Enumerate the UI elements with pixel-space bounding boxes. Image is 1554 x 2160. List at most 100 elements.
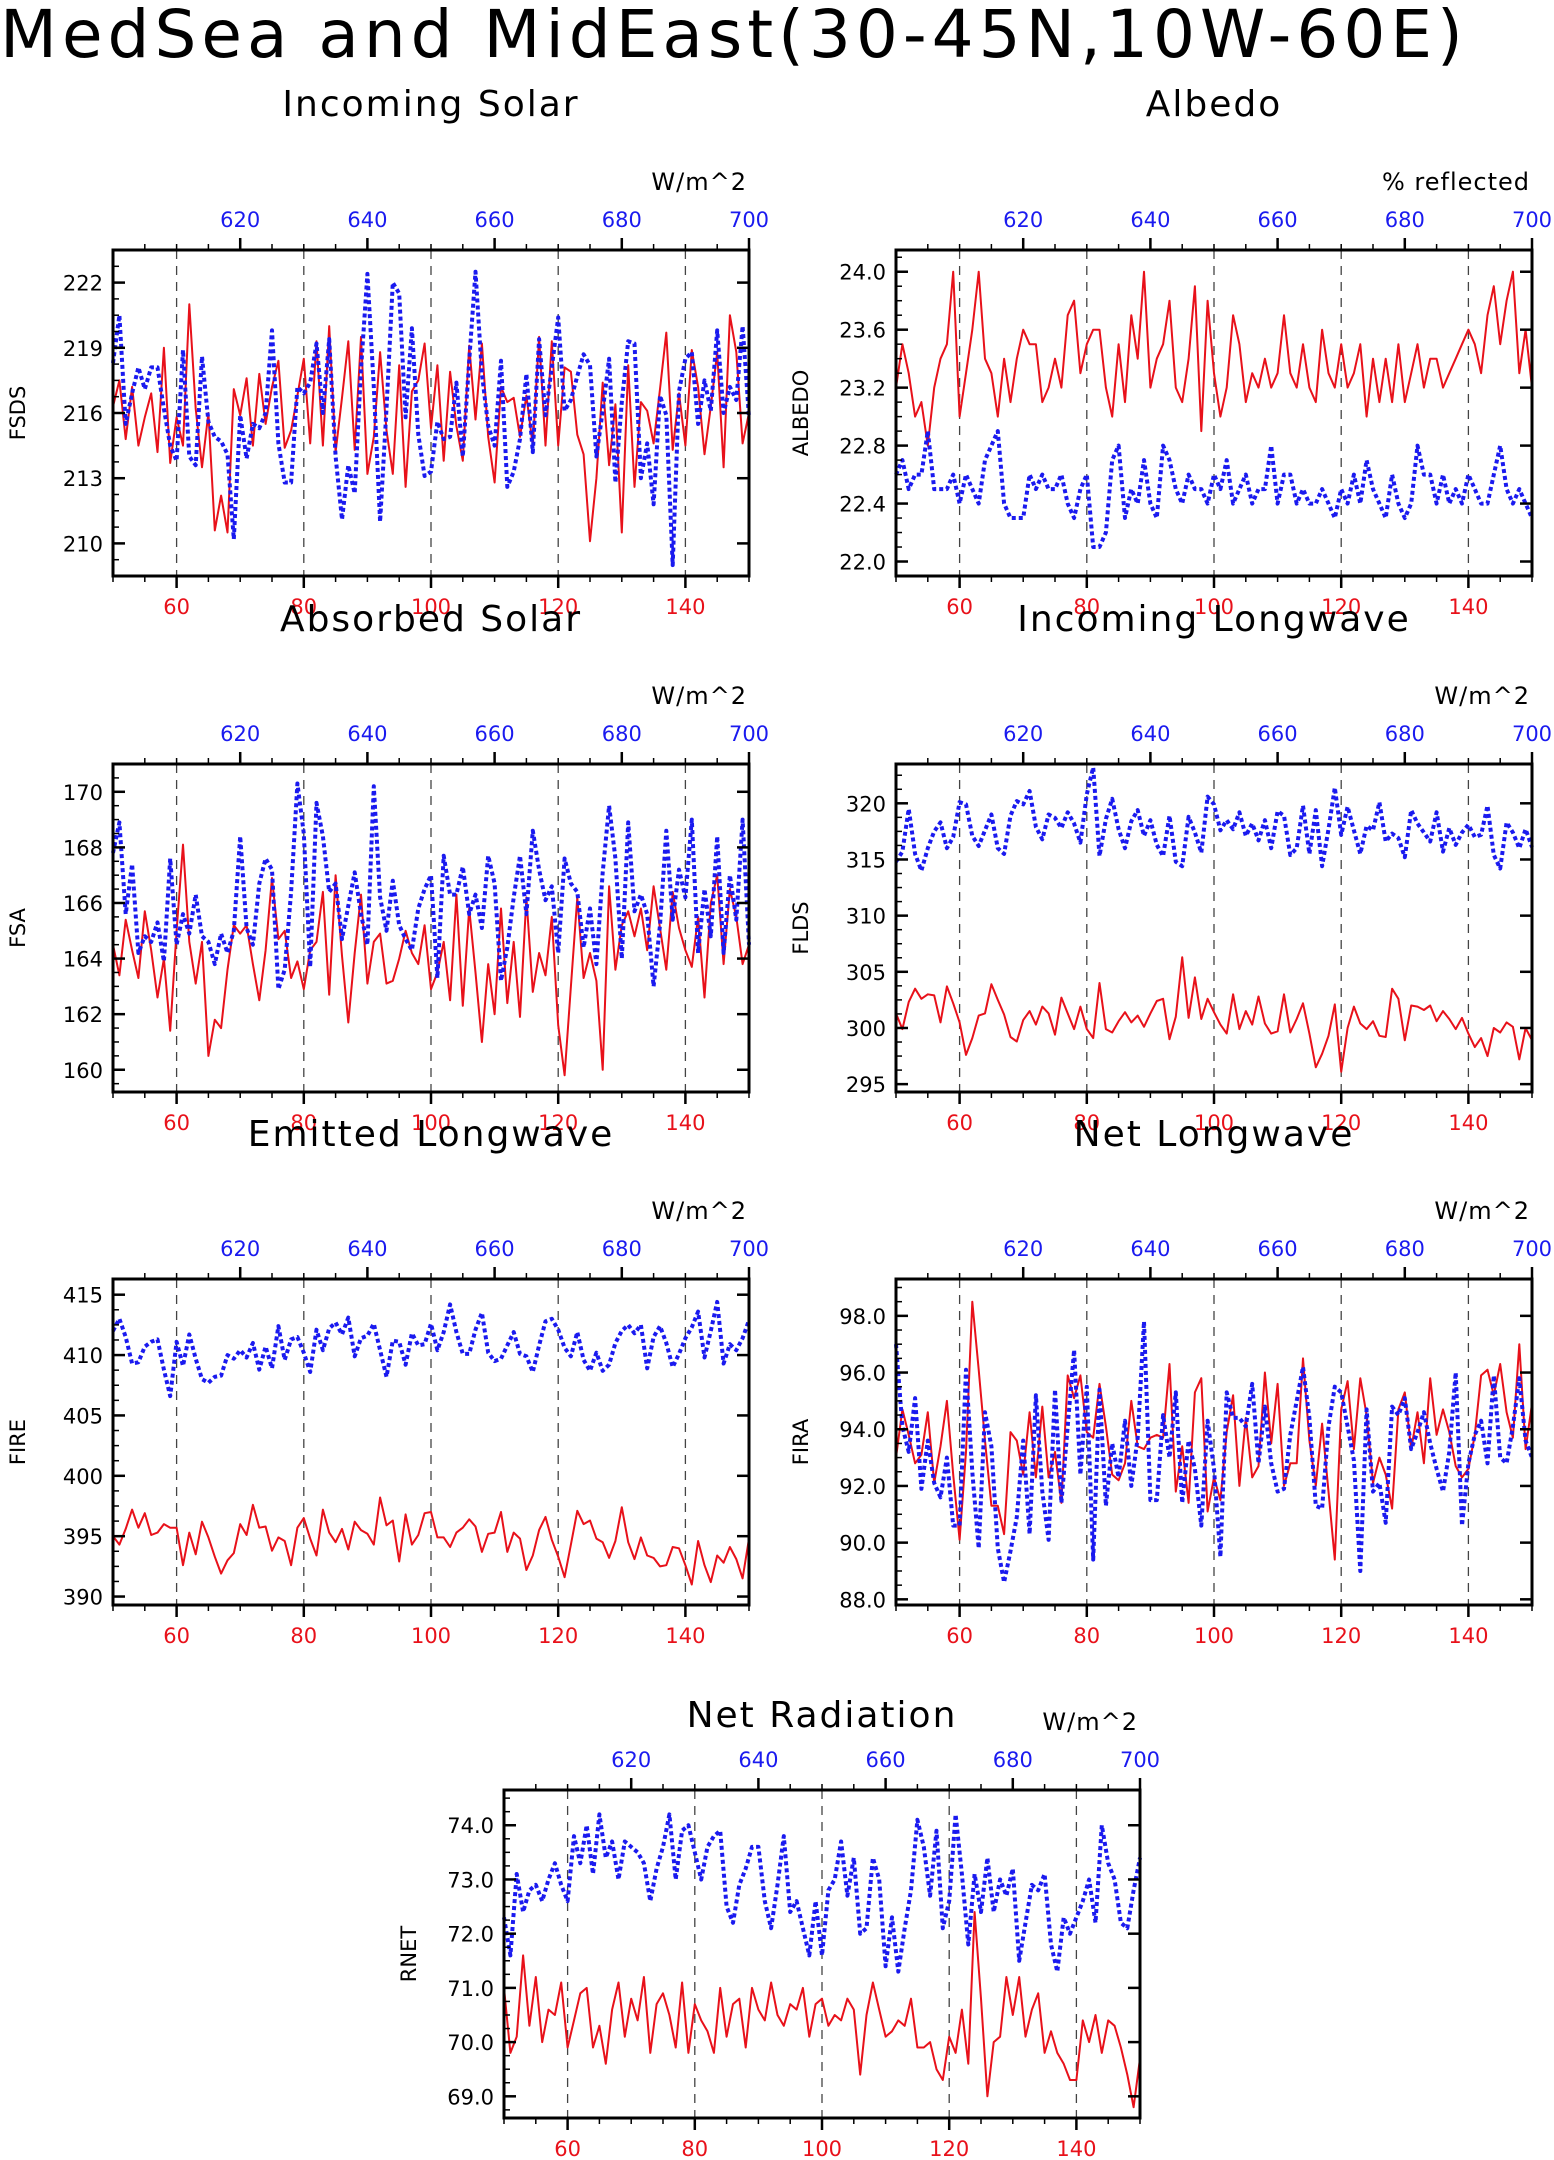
y-tick-label: 210 bbox=[63, 532, 103, 556]
x-tick-label-bottom: 120 bbox=[1321, 1111, 1361, 1135]
x-tick-label-top: 640 bbox=[347, 722, 387, 746]
y-axis-label: FIRA bbox=[789, 1418, 813, 1465]
y-tick-label: 70.0 bbox=[447, 2031, 494, 2055]
y-tick-label: 222 bbox=[63, 272, 103, 296]
y-tick-label: 170 bbox=[63, 781, 103, 805]
y-tick-label: 395 bbox=[63, 1525, 103, 1549]
y-tick-label: 72.0 bbox=[447, 1923, 494, 1947]
y-tick-label: 23.2 bbox=[839, 377, 886, 401]
y-tick-label: 71.0 bbox=[447, 1977, 494, 2001]
x-tick-label-bottom: 120 bbox=[538, 1111, 578, 1135]
x-tick-label-bottom: 60 bbox=[946, 595, 973, 619]
y-tick-label: 213 bbox=[63, 467, 103, 491]
y-tick-label: 390 bbox=[63, 1586, 103, 1610]
series-line-bottom-axis bbox=[503, 1911, 1141, 2109]
x-tick-label-top: 660 bbox=[475, 722, 515, 746]
y-axis-label: FSA bbox=[6, 907, 30, 947]
x-tick-label-bottom: 100 bbox=[802, 2137, 842, 2160]
chart-panel-1: Incoming Solar W/m^2 222 219 216 213 210 60 80 10… bbox=[6, 84, 769, 619]
series-line-top-axis bbox=[894, 765, 1534, 873]
y-tick-label: 405 bbox=[63, 1404, 103, 1428]
chart-panel-7: Net Radiation W/m^2 74.0 73.0 72.0 71.0 70.0 69… bbox=[397, 1695, 1160, 2160]
x-tick-label-top: 640 bbox=[1130, 722, 1170, 746]
y-tick-label: 315 bbox=[846, 848, 886, 872]
x-tick-label-top: 640 bbox=[347, 208, 387, 232]
x-tick-label-top: 660 bbox=[1258, 208, 1298, 232]
x-tick-label-top: 620 bbox=[1003, 722, 1043, 746]
y-axis-label: FLDS bbox=[789, 901, 813, 954]
x-tick-label-bottom: 140 bbox=[1448, 595, 1488, 619]
x-tick-label-top: 700 bbox=[729, 722, 769, 746]
x-tick-label-top: 680 bbox=[1385, 722, 1425, 746]
series-line-bottom-axis bbox=[895, 956, 1533, 1073]
y-tick-label: 22.8 bbox=[839, 435, 886, 459]
x-tick-label-top: 660 bbox=[866, 1748, 906, 1772]
x-tick-label-top: 700 bbox=[1512, 208, 1552, 232]
chart-panel-4: Incoming Longwave W/m^2 320 315 310 305 300 295… bbox=[789, 599, 1552, 1135]
y-tick-label: 415 bbox=[63, 1284, 103, 1308]
y-tick-label: 96.0 bbox=[839, 1362, 886, 1386]
y-tick-label: 94.0 bbox=[839, 1418, 886, 1442]
y-tick-label: 295 bbox=[846, 1073, 886, 1097]
x-tick-label-bottom: 60 bbox=[946, 1111, 973, 1135]
x-tick-label-top: 680 bbox=[1385, 1237, 1425, 1261]
x-tick-label-bottom: 80 bbox=[290, 1624, 317, 1648]
units-label: W/m^2 bbox=[651, 168, 747, 196]
y-tick-label: 166 bbox=[63, 892, 103, 916]
panel-title: Net Longwave bbox=[1074, 1114, 1355, 1155]
x-tick-label-top: 660 bbox=[1258, 722, 1298, 746]
x-tick-label-bottom: 140 bbox=[1448, 1111, 1488, 1135]
units-label: % reflected bbox=[1382, 168, 1530, 196]
x-tick-label-top: 660 bbox=[475, 208, 515, 232]
x-tick-label-bottom: 100 bbox=[411, 1111, 451, 1135]
x-tick-label-top: 640 bbox=[1130, 1237, 1170, 1261]
units-label: W/m^2 bbox=[1434, 682, 1530, 710]
series-line-bottom-axis bbox=[895, 270, 1533, 447]
x-tick-label-top: 620 bbox=[220, 722, 260, 746]
x-tick-label-bottom: 140 bbox=[665, 1624, 705, 1648]
y-axis-label: RNET bbox=[397, 1926, 421, 1983]
y-tick-label: 216 bbox=[63, 402, 103, 426]
x-tick-label-bottom: 100 bbox=[411, 595, 451, 619]
x-tick-label-bottom: 120 bbox=[929, 2137, 969, 2160]
y-tick-label: 310 bbox=[846, 905, 886, 929]
x-tick-label-bottom: 120 bbox=[1321, 595, 1361, 619]
y-tick-label: 24.0 bbox=[839, 261, 886, 285]
y-tick-label: 23.6 bbox=[839, 319, 886, 343]
y-tick-label: 400 bbox=[63, 1465, 103, 1489]
y-tick-label: 305 bbox=[846, 961, 886, 985]
series-line-bottom-axis bbox=[112, 1496, 750, 1586]
panel-title: Incoming Solar bbox=[282, 84, 579, 125]
series-line-top-axis bbox=[502, 1812, 1142, 1974]
series-line-top-axis bbox=[894, 1319, 1534, 1585]
x-tick-label-top: 640 bbox=[347, 1237, 387, 1261]
y-axis-label: ALBEDO bbox=[789, 370, 813, 456]
x-tick-label-bottom: 100 bbox=[1194, 595, 1234, 619]
x-tick-label-bottom: 100 bbox=[411, 1624, 451, 1648]
x-tick-label-top: 700 bbox=[729, 1237, 769, 1261]
y-tick-label: 320 bbox=[846, 792, 886, 816]
x-tick-label-bottom: 80 bbox=[1073, 1624, 1100, 1648]
series-line-top-axis bbox=[111, 781, 751, 992]
x-tick-label-top: 700 bbox=[1120, 1748, 1160, 1772]
panel-title: Emitted Longwave bbox=[248, 1114, 615, 1155]
x-tick-label-top: 620 bbox=[220, 208, 260, 232]
x-tick-label-top: 620 bbox=[1003, 208, 1043, 232]
x-tick-label-bottom: 120 bbox=[1321, 1624, 1361, 1648]
x-tick-label-bottom: 80 bbox=[290, 1111, 317, 1135]
y-tick-label: 74.0 bbox=[447, 1814, 494, 1838]
y-tick-label: 300 bbox=[846, 1017, 886, 1041]
x-tick-label-bottom: 80 bbox=[1073, 595, 1100, 619]
panel-title: Incoming Longwave bbox=[1017, 599, 1411, 640]
series-line-top-axis bbox=[894, 429, 1534, 549]
x-tick-label-top: 680 bbox=[993, 1748, 1033, 1772]
y-tick-label: 168 bbox=[63, 836, 103, 860]
x-tick-label-bottom: 60 bbox=[163, 595, 190, 619]
y-tick-label: 22.0 bbox=[839, 551, 886, 575]
x-tick-label-bottom: 140 bbox=[665, 595, 705, 619]
x-tick-label-bottom: 80 bbox=[681, 2137, 708, 2160]
x-tick-label-bottom: 60 bbox=[163, 1111, 190, 1135]
x-tick-label-top: 700 bbox=[729, 208, 769, 232]
units-label: W/m^2 bbox=[651, 1197, 747, 1225]
chart-panel-6: Net Longwave W/m^2 98.0 96.0 94.0 92.0 90.0 88.… bbox=[789, 1114, 1552, 1648]
